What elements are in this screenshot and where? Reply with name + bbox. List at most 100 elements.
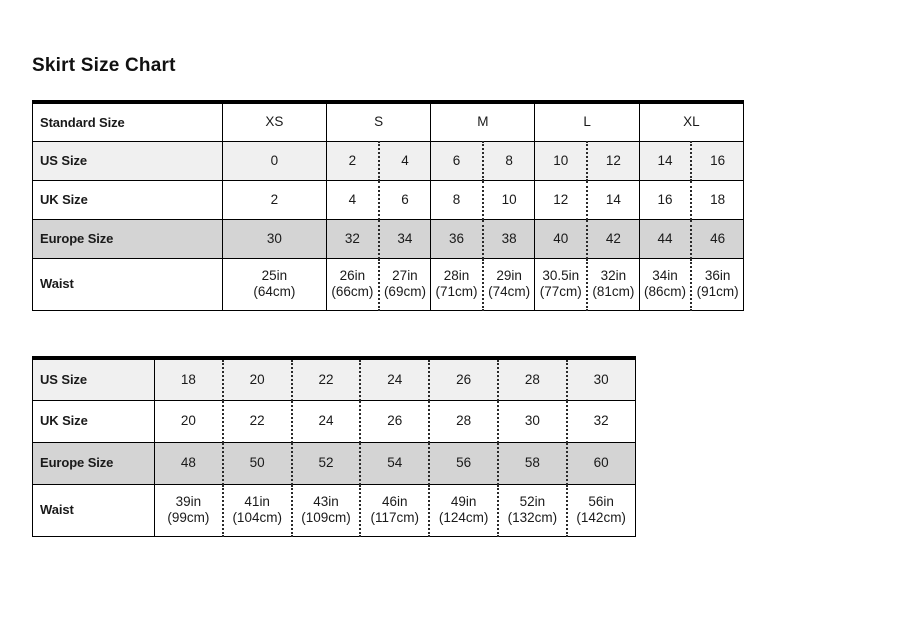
- waist-inches: 32in: [600, 268, 627, 284]
- cell-waist-6: 56in (142cm): [565, 483, 636, 537]
- cell-eu-7: 44: [638, 218, 692, 259]
- table-row-us-size: US Size 18 20 22 24 26 28 30: [32, 357, 636, 401]
- table-row-us-size: US Size 0 2 4 6 8 10 12 14 16: [32, 140, 745, 181]
- cell-waist-6: 32in (81cm): [586, 257, 640, 311]
- waist-inches: 25in: [261, 268, 288, 284]
- cell-waist-1: 26in (66cm): [326, 257, 380, 311]
- waist-inches: 30.5in: [542, 268, 580, 284]
- cell-us-4: 8: [481, 140, 536, 181]
- cell-waist-3: 46in (117cm): [359, 483, 430, 537]
- waist-cm: (109cm): [301, 510, 351, 525]
- cell-uk-2: 6: [377, 179, 432, 220]
- waist-cm: (74cm): [488, 284, 531, 299]
- cell-waist-5: 30.5in (77cm): [534, 257, 588, 311]
- cell-waist-2: 43in (109cm): [290, 483, 361, 537]
- cell-us-0: 18: [153, 357, 224, 401]
- waist-cm: (77cm): [539, 284, 582, 299]
- row-label-us-size: US Size: [32, 357, 155, 401]
- table-row-waist: Waist 39in (99cm) 41in (104cm) 43in (109…: [32, 483, 636, 537]
- row-label-europe-size: Europe Size: [32, 441, 155, 485]
- cell-waist-3: 28in (71cm): [430, 257, 484, 311]
- cell-waist-4: 29in (74cm): [481, 257, 536, 311]
- cell-eu-8: 46: [690, 218, 745, 259]
- cell-uk-4: 28: [428, 399, 499, 443]
- cell-eu-1: 50: [221, 441, 293, 485]
- cell-eu-0: 48: [153, 441, 224, 485]
- waist-cm: (81cm): [592, 284, 635, 299]
- waist-cm: (117cm): [370, 510, 420, 525]
- cell-eu-2: 52: [290, 441, 361, 485]
- cell-eu-3: 36: [430, 218, 484, 259]
- waist-cm: (142cm): [576, 510, 626, 525]
- page-title: Skirt Size Chart: [32, 55, 176, 76]
- waist-cm: (71cm): [435, 284, 478, 299]
- cell-uk-1: 4: [326, 179, 380, 220]
- cell-eu-6: 60: [565, 441, 636, 485]
- waist-inches: 46in: [382, 494, 408, 510]
- table-row-europe-size: Europe Size 48 50 52 54 56 58 60: [32, 441, 636, 485]
- cell-uk-3: 8: [430, 179, 484, 220]
- cell-us-3: 6: [430, 140, 484, 181]
- cell-us-0: 0: [221, 140, 328, 181]
- cell-us-7: 14: [638, 140, 692, 181]
- cell-us-6: 30: [565, 357, 636, 401]
- waist-cm: (104cm): [232, 510, 282, 525]
- waist-inches: 39in: [175, 494, 202, 510]
- group-header-xl: XL: [638, 101, 745, 142]
- cell-eu-6: 42: [586, 218, 640, 259]
- cell-uk-5: 12: [534, 179, 588, 220]
- cell-eu-1: 32: [326, 218, 380, 259]
- cell-uk-4: 10: [481, 179, 536, 220]
- table-row-waist: Waist 25in (64cm) 26in (66cm) 27in (69cm…: [32, 257, 745, 311]
- cell-uk-6: 14: [586, 179, 640, 220]
- row-label-uk-size: UK Size: [32, 399, 155, 443]
- waist-cm: (64cm): [253, 284, 296, 299]
- group-header-l: L: [534, 101, 640, 142]
- table-row-uk-size: UK Size 20 22 24 26 28 30 32: [32, 399, 636, 443]
- cell-waist-2: 27in (69cm): [377, 257, 432, 311]
- waist-inches: 26in: [339, 268, 366, 284]
- skirt-size-table-standard: Standard Size XS S M L XL US Size 0 2 4 …: [32, 100, 745, 311]
- waist-inches: 28in: [443, 268, 470, 284]
- waist-cm: (91cm): [696, 284, 739, 299]
- cell-us-8: 16: [690, 140, 745, 181]
- cell-uk-2: 24: [290, 399, 361, 443]
- cell-waist-5: 52in (132cm): [496, 483, 568, 537]
- cell-eu-2: 34: [377, 218, 432, 259]
- cell-us-6: 12: [586, 140, 640, 181]
- cell-eu-4: 56: [428, 441, 499, 485]
- cell-waist-8: 36in (91cm): [690, 257, 745, 311]
- waist-inches: 56in: [588, 494, 614, 510]
- row-label-uk-size: UK Size: [32, 179, 223, 220]
- row-label-us-size: US Size: [32, 140, 223, 181]
- cell-waist-1: 41in (104cm): [221, 483, 293, 537]
- cell-uk-6: 32: [565, 399, 636, 443]
- table-row-uk-size: UK Size 2 4 6 8 10 12 14 16 18: [32, 179, 745, 220]
- cell-eu-0: 30: [221, 218, 328, 259]
- cell-us-2: 4: [377, 140, 432, 181]
- row-label-standard-size: Standard Size: [32, 101, 223, 142]
- group-header-s: S: [326, 101, 432, 142]
- group-header-m: M: [430, 101, 536, 142]
- cell-eu-4: 38: [481, 218, 536, 259]
- cell-us-2: 22: [290, 357, 361, 401]
- cell-us-1: 20: [221, 357, 293, 401]
- waist-inches: 41in: [244, 494, 270, 510]
- row-label-waist: Waist: [32, 483, 155, 537]
- cell-uk-7: 16: [638, 179, 692, 220]
- cell-uk-8: 18: [690, 179, 745, 220]
- cell-eu-3: 54: [359, 441, 430, 485]
- group-header-xs: XS: [221, 101, 328, 142]
- cell-waist-0: 39in (99cm): [153, 483, 224, 537]
- row-label-waist: Waist: [32, 257, 223, 311]
- waist-inches: 29in: [496, 268, 522, 284]
- cell-uk-5: 30: [496, 399, 568, 443]
- waist-cm: (132cm): [507, 510, 558, 525]
- table-row-standard-size: Standard Size XS S M L XL: [32, 101, 745, 142]
- cell-us-3: 24: [359, 357, 430, 401]
- waist-inches: 49in: [450, 494, 477, 510]
- skirt-size-table-plus: US Size 18 20 22 24 26 28 30 UK Size 20 …: [32, 356, 636, 537]
- waist-cm: (66cm): [331, 284, 374, 299]
- cell-uk-0: 20: [153, 399, 224, 443]
